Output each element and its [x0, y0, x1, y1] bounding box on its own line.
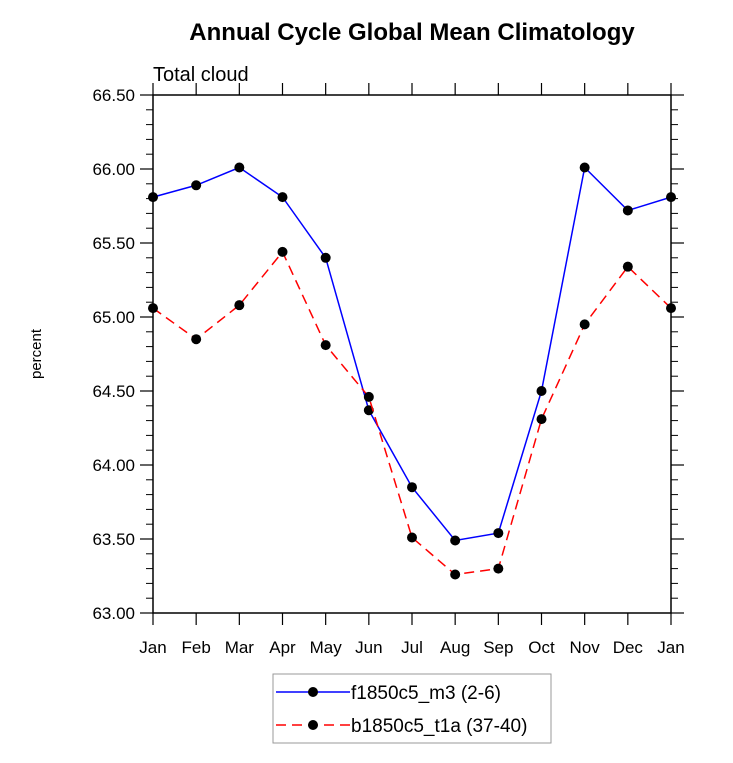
y-tick-label: 65.50 [92, 234, 135, 253]
y-tick-label: 64.00 [92, 456, 135, 475]
data-point [536, 414, 547, 425]
data-point [579, 162, 590, 173]
data-point [450, 569, 461, 580]
data-point [191, 180, 202, 191]
legend-label: f1850c5_m3 (2-6) [351, 683, 501, 704]
data-point [666, 192, 676, 203]
data-point [320, 340, 331, 351]
series-line [152, 250, 672, 576]
legend-marker [308, 720, 318, 730]
series-2 [148, 246, 676, 580]
data-point [536, 386, 547, 396]
data-point [191, 334, 202, 345]
data-point [407, 532, 417, 543]
x-tick-label: Aug [440, 638, 470, 657]
x-tick-label: Sep [483, 638, 513, 657]
legend-marker [308, 687, 318, 697]
data-point [407, 482, 417, 493]
legend-box [272, 673, 552, 744]
ticks: 63.00 63.50 64.00 64.50 65.00 65.50 66.00 66.50… [92, 83, 685, 657]
x-tick-label: Jan [657, 638, 684, 657]
x-tick-label: Nov [570, 638, 601, 657]
data-point [148, 303, 158, 314]
data-point [579, 319, 590, 330]
x-tick-label: Jun [355, 638, 382, 657]
x-tick-label: Oct [528, 638, 555, 657]
chart-title: Annual Cycle Global Mean Climatology [189, 19, 635, 46]
data-point [363, 405, 374, 416]
legend-label: b1850c5_t1a (37-40) [351, 716, 527, 737]
x-tick-label: Jul [401, 638, 423, 657]
legend: f1850c5_m3 (2-6) b1850c5_t1a (37-40) [272, 673, 552, 744]
x-tick-label: Jan [139, 638, 166, 657]
y-axis-label: percent [28, 328, 45, 379]
data-point [234, 300, 245, 311]
y-tick-label: 64.50 [92, 382, 135, 401]
y-tick-label: 66.00 [92, 160, 135, 179]
series-layer [148, 162, 676, 580]
y-tick-label: 66.50 [92, 86, 135, 105]
data-point [666, 303, 676, 314]
data-point [148, 192, 158, 203]
legend-item: f1850c5_m3 (2-6) [276, 683, 501, 704]
series-1 [148, 162, 676, 546]
y-tick-label: 65.00 [92, 308, 135, 327]
chart-subtitle: Total cloud [153, 64, 249, 86]
y-tick-label: 63.00 [92, 604, 135, 623]
x-tick-label: Feb [182, 638, 211, 657]
x-tick-label: Dec [613, 638, 644, 657]
data-point [493, 563, 504, 574]
data-point [320, 252, 331, 263]
x-tick-label: Mar [225, 638, 255, 657]
x-tick-label: Apr [269, 638, 296, 657]
data-point [363, 391, 374, 402]
y-tick-label: 63.50 [92, 530, 135, 549]
legend-item: b1850c5_t1a (37-40) [276, 716, 527, 737]
data-point [622, 261, 633, 272]
data-point [493, 528, 504, 539]
data-point [277, 192, 288, 203]
x-tick-label: May [310, 638, 343, 657]
data-point [277, 246, 288, 257]
data-point [234, 162, 245, 173]
data-point [622, 205, 633, 216]
data-point [450, 535, 461, 546]
